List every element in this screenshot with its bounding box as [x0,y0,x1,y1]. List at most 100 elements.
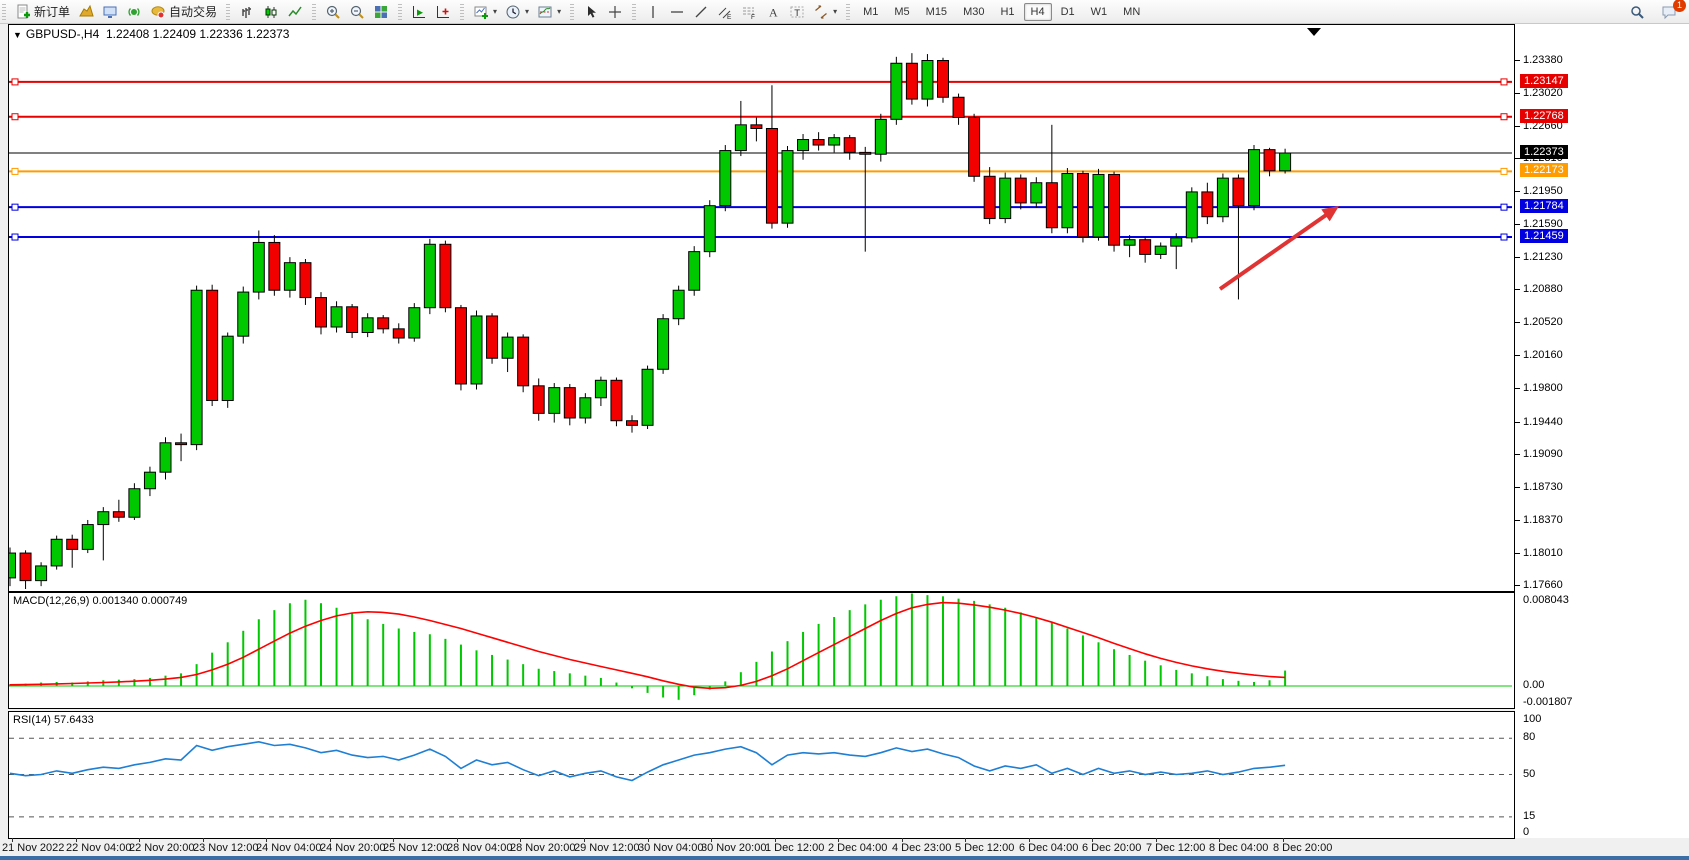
line-handle[interactable] [1500,78,1508,86]
price-axis[interactable]: 1.233801.230201.226601.223101.219501.215… [1515,24,1689,838]
trend-arrow[interactable] [1218,210,1332,291]
cursor-button[interactable] [579,2,603,22]
price-tick-label: 1.20160 [1523,349,1563,361]
time-tick-label: 25 Nov 12:00 [383,842,449,854]
price-tick-label: 1.18010 [1523,547,1563,559]
dropdown-caret-icon[interactable]: ▾ [493,7,498,16]
candle-body [1248,149,1260,207]
text-button[interactable]: A [761,2,785,22]
vertical-line-button[interactable] [641,2,665,22]
dropdown-caret-icon[interactable]: ▾ [833,7,838,16]
price-tick-label: 1.21590 [1523,218,1563,230]
time-tick-label: 29 Nov 12:00 [574,842,640,854]
candlestick-mode-button[interactable] [259,2,283,22]
time-tick [139,838,140,842]
gold-button[interactable] [74,2,98,22]
price-tick [1515,422,1520,423]
timeframe-m5-button[interactable]: M5 [894,5,910,18]
candle-body [1216,177,1229,218]
horizontal-line-button[interactable] [665,2,689,22]
svg-text:E: E [727,14,732,20]
timeframe-m1-button[interactable]: M1 [863,5,879,18]
line-handle[interactable] [1500,233,1508,241]
line-handle[interactable] [11,233,19,241]
zoom-in-button[interactable] [321,2,345,22]
svg-text:F: F [751,14,755,20]
text-label-button[interactable]: T [785,2,809,22]
bar-chart-mode-button[interactable] [235,2,259,22]
candle-body [315,297,327,328]
timeframe-h1-button[interactable]: H1 [1000,5,1015,18]
line-handle[interactable] [11,203,19,211]
candle-body [626,420,638,426]
rsi-indicator-panel[interactable]: RSI(14) 57.6433 [8,711,1515,839]
period-clock-button[interactable]: ▾ [501,2,533,22]
timeframe-d1-button[interactable]: D1 [1060,5,1075,18]
timeframe-m15-button[interactable]: M15 [925,5,948,18]
crosshair-icon [609,5,622,18]
dropdown-caret-icon[interactable]: ▾ [557,7,562,16]
candlestick-chart[interactable] [9,25,1512,589]
price-tick [1515,60,1520,61]
candle-body [703,205,716,253]
search-icon [1631,5,1644,19]
candle-body [454,307,467,385]
price-chart-panel[interactable]: ▼ GBPUSD-,H4 1.22408 1.22409 1.22336 1.22… [8,24,1515,592]
macd-indicator-panel[interactable]: MACD(12,26,9) 0.001340 0.000749 [8,592,1515,709]
new-order-icon [17,4,30,18]
trend-arrow-head [1321,206,1339,222]
line-handle[interactable] [11,78,19,86]
price-tick [1515,224,1520,225]
line-handle[interactable] [1500,203,1508,211]
new-order-button[interactable]: 新订单 [11,1,74,22]
signals-icon [128,7,140,16]
line-handle[interactable] [11,113,19,121]
time-tick [775,838,776,842]
time-tick-label: 30 Nov 04:00 [638,842,704,854]
line-chart-mode-button[interactable] [283,2,307,22]
timeframe-mn-button[interactable]: MN [1123,5,1141,18]
line-handle[interactable] [1500,113,1508,121]
search-button[interactable] [1625,2,1649,22]
toolbar-grip [460,3,465,20]
chart-symbol-period: GBPUSD-,H4 [25,27,100,41]
crosshair-button[interactable] [603,2,627,22]
tile-windows-button[interactable] [369,2,393,22]
autotrading-button[interactable]: 自动交易 [146,1,221,22]
line-chart-mode-icon [288,6,302,16]
candle-body [159,442,172,473]
new-chart-button[interactable]: ▾ [469,2,501,22]
line-handle[interactable] [11,167,19,175]
price-badge-1.22173: 1.22173 [1520,163,1568,177]
candle-body [1279,152,1292,172]
timeframe-m30-button[interactable]: M30 [963,5,985,18]
timeframe-w1-button[interactable]: W1 [1090,5,1108,18]
candle-body [688,251,701,291]
template-button[interactable]: ▾ [533,2,565,22]
fibonacci-button[interactable]: F [737,2,761,22]
chat-button[interactable]: 1 [1657,0,1686,22]
equidistant-channel-button[interactable]: E [713,2,737,22]
price-tick-label: 1.21950 [1523,185,1563,197]
signals-button[interactable] [122,2,146,22]
chart-shift-button[interactable] [431,2,455,22]
time-axis[interactable]: 21 Nov 2022 22 Nov 04:00 22 Nov 20:00 23 No… [0,838,1689,856]
terminal-button[interactable] [98,2,122,22]
price-tick [1515,257,1520,258]
dropdown-caret-icon[interactable]: ▾ [525,7,530,16]
candle-body [610,379,623,422]
chevron-down-icon[interactable]: ▼ [13,30,22,40]
auto-scroll-button[interactable] [407,2,431,22]
chart-shift-marker-icon[interactable] [1307,28,1321,36]
arrows-button[interactable]: ▾ [809,2,841,22]
timeframe-h4-button[interactable]: H4 [1023,2,1052,21]
trendline-button[interactable] [689,2,713,22]
time-tick [1283,838,1284,842]
zoom-out-button[interactable] [345,2,369,22]
new-chart-icon [474,6,489,19]
time-tick [838,838,839,842]
candle-body [952,96,965,118]
line-handle[interactable] [1500,167,1508,175]
time-tick [393,838,394,842]
candle-body [1092,173,1105,238]
